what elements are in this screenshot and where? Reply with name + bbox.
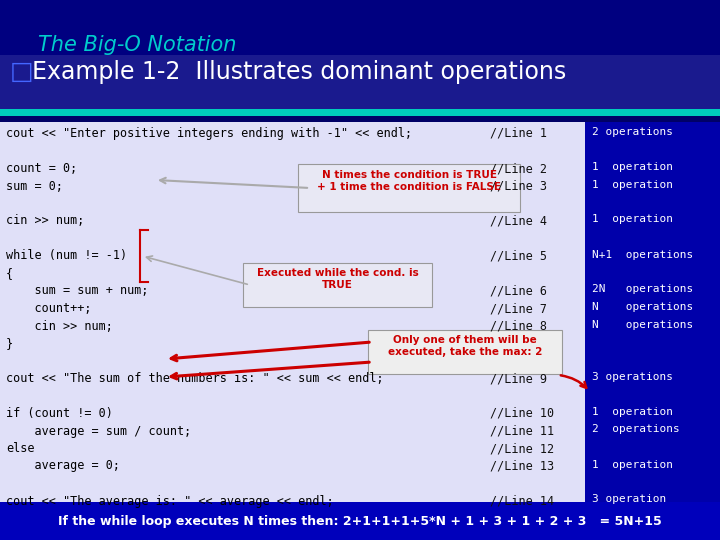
Text: count++;: count++;	[6, 302, 91, 315]
Text: Only one of them will be
executed, take the max: 2: Only one of them will be executed, take …	[388, 335, 542, 356]
Text: //Line 12: //Line 12	[490, 442, 554, 455]
Text: //Line 7: //Line 7	[490, 302, 547, 315]
Text: //Line 10: //Line 10	[490, 407, 554, 420]
Text: sum = 0;: sum = 0;	[6, 179, 63, 192]
Text: while (num != -1): while (num != -1)	[6, 249, 127, 262]
Text: //Line 14: //Line 14	[490, 495, 554, 508]
Text: else: else	[6, 442, 35, 455]
FancyBboxPatch shape	[585, 122, 720, 502]
Text: □: □	[10, 60, 34, 84]
Text: 2N   operations: 2N operations	[592, 285, 693, 294]
Text: The Big-O Notation: The Big-O Notation	[38, 35, 236, 55]
Text: cout << "The average is: " << average << endl;: cout << "The average is: " << average <<…	[6, 495, 334, 508]
FancyBboxPatch shape	[0, 502, 720, 540]
Text: 3 operations: 3 operations	[592, 372, 673, 382]
Text: average = 0;: average = 0;	[6, 460, 120, 472]
Text: //Line 9: //Line 9	[490, 372, 547, 385]
Text: cout << "Enter positive integers ending with -1" << endl;: cout << "Enter positive integers ending …	[6, 127, 412, 140]
Text: //Line 1: //Line 1	[490, 127, 547, 140]
FancyBboxPatch shape	[0, 55, 720, 110]
Text: N    operations: N operations	[592, 302, 693, 312]
Text: N times the condition is TRUE
+ 1 time the condition is FALSE: N times the condition is TRUE + 1 time t…	[317, 170, 501, 192]
Text: 3 operation: 3 operation	[592, 495, 666, 504]
Text: 1  operation: 1 operation	[592, 162, 673, 172]
Text: //Line 13: //Line 13	[490, 460, 554, 472]
Text: Executed while the cond. is
TRUE: Executed while the cond. is TRUE	[256, 268, 418, 289]
Text: if (count != 0): if (count != 0)	[6, 407, 113, 420]
Text: 1  operation: 1 operation	[592, 179, 673, 190]
Text: N+1  operations: N+1 operations	[592, 249, 693, 260]
FancyBboxPatch shape	[243, 263, 432, 307]
Text: N    operations: N operations	[592, 320, 693, 329]
FancyBboxPatch shape	[0, 122, 720, 502]
Text: cout << "The sum of the numbers is: " << sum << endl;: cout << "The sum of the numbers is: " <<…	[6, 372, 384, 385]
FancyBboxPatch shape	[368, 330, 562, 374]
Text: 2  operations: 2 operations	[592, 424, 680, 435]
Text: 1  operation: 1 operation	[592, 407, 673, 417]
Text: //Line 11: //Line 11	[490, 424, 554, 437]
Text: //Line 8: //Line 8	[490, 320, 547, 333]
Text: //Line 3: //Line 3	[490, 179, 547, 192]
FancyBboxPatch shape	[298, 164, 520, 212]
Text: //Line 4: //Line 4	[490, 214, 547, 227]
Text: Example 1-2  Illustrates dominant operations: Example 1-2 Illustrates dominant operati…	[32, 60, 566, 84]
Text: sum = sum + num;: sum = sum + num;	[6, 285, 148, 298]
FancyBboxPatch shape	[0, 109, 720, 116]
Text: If the while loop executes N times then: 2+1+1+1+5*N + 1 + 3 + 1 + 2 + 3   = 5N+: If the while loop executes N times then:…	[58, 515, 662, 528]
FancyBboxPatch shape	[0, 116, 720, 122]
Text: 1  operation: 1 operation	[592, 214, 673, 225]
Text: cin >> num;: cin >> num;	[6, 320, 113, 333]
Text: //Line 2: //Line 2	[490, 162, 547, 175]
Text: 1  operation: 1 operation	[592, 460, 673, 469]
Text: cin >> num;: cin >> num;	[6, 214, 84, 227]
Text: }: }	[6, 337, 13, 350]
Text: count = 0;: count = 0;	[6, 162, 77, 175]
Text: average = sum / count;: average = sum / count;	[6, 424, 192, 437]
Text: 2 operations: 2 operations	[592, 127, 673, 137]
Text: //Line 5: //Line 5	[490, 249, 547, 262]
Text: //Line 6: //Line 6	[490, 285, 547, 298]
Text: {: {	[6, 267, 13, 280]
